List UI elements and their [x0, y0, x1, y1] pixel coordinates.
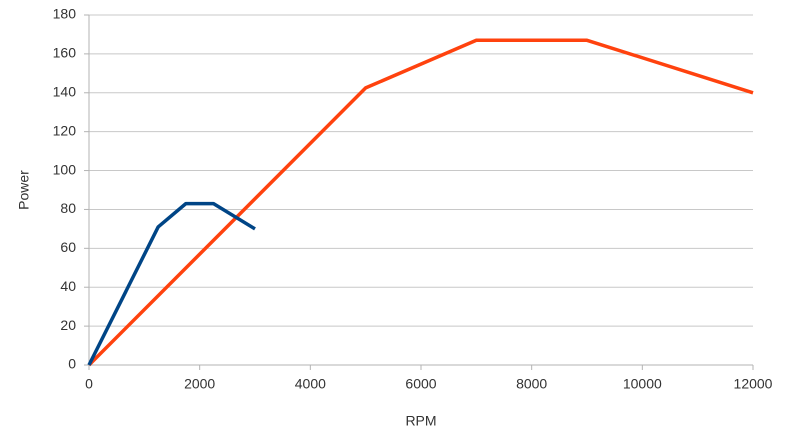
y-tick-label: 100 [53, 161, 77, 177]
y-tick-label: 140 [53, 83, 77, 99]
y-tick-label: 20 [60, 317, 76, 333]
y-tick-label: 120 [53, 122, 77, 138]
y-tick-label: 0 [68, 356, 76, 372]
y-tick-label: 40 [60, 278, 76, 294]
y-tick-label: 160 [53, 45, 77, 61]
y-tick-label: 60 [60, 239, 76, 255]
y-axis-label: Power [16, 170, 32, 210]
x-tick-label: 2000 [184, 376, 215, 392]
x-axis-label: RPM [405, 413, 436, 429]
y-tick-label: 180 [53, 6, 77, 22]
x-tick-label: 10000 [623, 376, 662, 392]
x-tick-label: 12000 [734, 376, 773, 392]
x-tick-label: 8000 [516, 376, 547, 392]
line-series [87, 38, 754, 367]
x-tick-label: 4000 [295, 376, 326, 392]
x-tick-label: 0 [85, 376, 93, 392]
line-series [87, 201, 256, 366]
y-tick-label: 80 [60, 200, 76, 216]
x-tick-label: 6000 [405, 376, 436, 392]
